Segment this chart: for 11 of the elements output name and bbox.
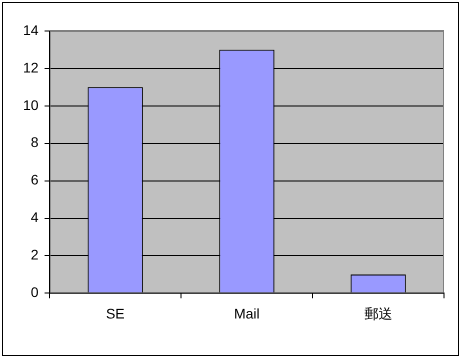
y-tick-label: 8 xyxy=(30,134,39,150)
y-tick-label: 12 xyxy=(22,59,39,76)
y-tick-label: 14 xyxy=(22,22,39,38)
y-tick-label: 4 xyxy=(30,209,39,226)
y-tick-label: 10 xyxy=(22,96,39,113)
y-tick-label: 2 xyxy=(30,246,39,263)
y-tick-label: 6 xyxy=(30,172,39,188)
y-tick-label: 0 xyxy=(30,284,39,300)
x-tick-label: 郵送 xyxy=(364,305,392,322)
x-tick-label: SE xyxy=(106,305,125,322)
x-tick-label: Mail xyxy=(234,305,260,322)
